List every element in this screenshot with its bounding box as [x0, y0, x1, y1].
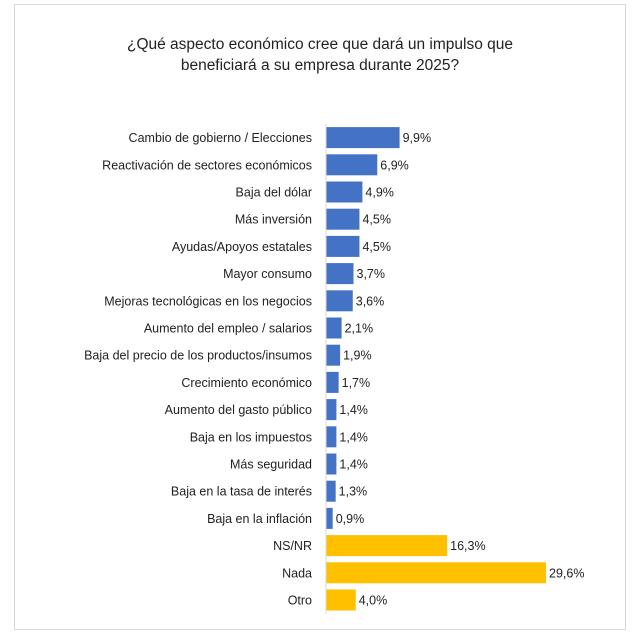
bar [326, 589, 356, 611]
value-label: 2,1% [345, 322, 374, 336]
bar [326, 127, 400, 149]
category-label: Ayudas/Apoyos estatales [172, 240, 312, 254]
value-label: 16,3% [450, 539, 485, 553]
bar [326, 208, 360, 230]
value-label: 1,9% [343, 349, 372, 363]
value-label: 1,4% [339, 458, 368, 472]
value-label: 3,7% [357, 267, 386, 281]
category-label: Mejoras tecnológicas en los negocios [104, 294, 312, 308]
value-label: 4,0% [359, 594, 388, 608]
bar [326, 562, 546, 584]
bar [326, 317, 342, 339]
value-label: 9,9% [403, 131, 432, 145]
value-label: 1,3% [339, 485, 368, 499]
chart-title-line-1: ¿Qué aspecto económico cree que dará un … [126, 36, 513, 53]
chart-frame [14, 4, 626, 630]
category-label: Baja del precio de los productos/insumos [84, 349, 312, 363]
bar [326, 453, 337, 475]
value-label: 6,9% [380, 158, 409, 172]
category-label: Nada [282, 566, 312, 580]
category-label: Crecimiento económico [181, 376, 312, 390]
category-label: Más seguridad [230, 458, 312, 472]
category-label: Baja en los impuestos [190, 430, 312, 444]
bar [326, 235, 360, 257]
chart-title-line-2: beneficiará a su empresa durante 2025? [180, 57, 460, 74]
value-label: 29,6% [549, 566, 584, 580]
bar [326, 371, 339, 393]
value-label: 4,9% [365, 186, 394, 200]
category-label: Reactivación de sectores económicos [102, 158, 312, 172]
bar [326, 154, 378, 176]
category-label: Otro [288, 594, 312, 608]
value-label: 4,5% [362, 240, 391, 254]
value-label: 1,4% [339, 430, 368, 444]
category-label: Cambio de gobierno / Elecciones [129, 131, 312, 145]
value-label: 1,4% [339, 403, 368, 417]
value-label: 3,6% [356, 294, 385, 308]
bar [326, 263, 354, 285]
bar [326, 344, 341, 366]
bar [326, 426, 337, 448]
category-label: Aumento del empleo / salarios [144, 322, 312, 336]
bar [326, 290, 353, 312]
bar [326, 181, 363, 203]
category-label: Baja en la tasa de interés [171, 485, 312, 499]
bar [326, 507, 333, 529]
value-label: 1,7% [342, 376, 371, 390]
category-label: Aumento del gasto público [165, 403, 312, 417]
bar [326, 399, 337, 421]
category-label: Mayor consumo [223, 267, 312, 281]
category-label: Más inversión [235, 213, 312, 227]
category-label: Baja en la inflación [207, 512, 312, 526]
category-label: NS/NR [273, 539, 312, 553]
bar [326, 535, 448, 557]
value-label: 4,5% [362, 213, 391, 227]
category-label: Baja del dólar [236, 186, 312, 200]
bar [326, 480, 336, 502]
value-label: 0,9% [336, 512, 365, 526]
chart-title: ¿Qué aspecto económico cree que dará un … [14, 34, 626, 76]
